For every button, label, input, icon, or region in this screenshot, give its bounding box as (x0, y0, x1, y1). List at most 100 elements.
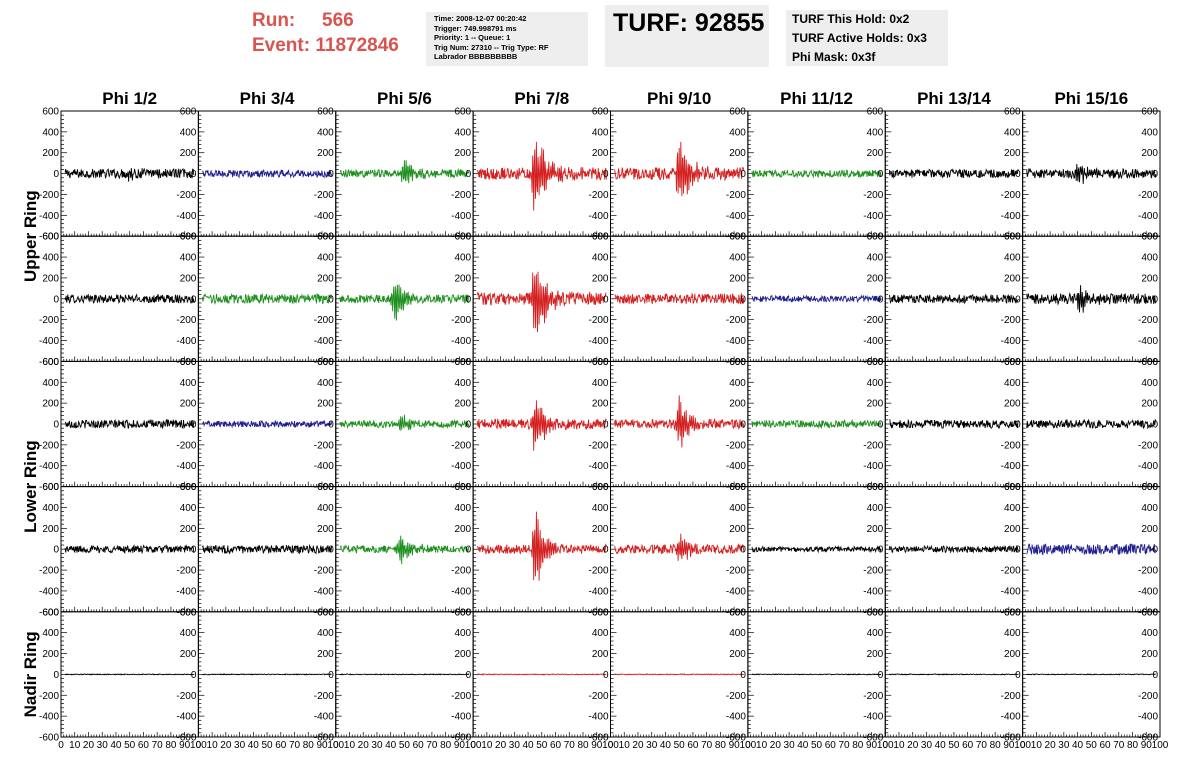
panel-r3-c8-ytick-label-400: 400 (1004, 378, 1021, 389)
panel-r4-c1-ytick-label-0: 0 (53, 545, 59, 556)
panel-c3-xtick-label-0: 0 (333, 740, 339, 751)
panel-c5-xtick-label-30: 30 (646, 740, 658, 751)
panel-r3-c6-ytick-label-0: 0 (740, 420, 746, 431)
panel-r5-c4-ytick-label-m400: -400 (451, 712, 471, 723)
panel-r2-right-ytick-label-m400: -400 (1138, 336, 1158, 347)
panel-r5-c8-ytick-label-0: 0 (1015, 670, 1021, 681)
panel-r3-c4-ytick-label-400: 400 (454, 378, 471, 389)
panel-r1-c1-ytick-label-m600: -600 (39, 232, 59, 243)
panel-r3-right-ytick-label-m400: -400 (1138, 461, 1158, 472)
panel-r1-c4-ytick-label-m400: -400 (451, 211, 471, 222)
column-header-phi-3-4: Phi 3/4 (240, 89, 295, 108)
panel-r5-c7-waveform (889, 673, 1019, 676)
panel-r2-c4-waveform (476, 271, 607, 333)
panel-r1-c2-waveform (202, 169, 333, 179)
panel-r5-c4-ytick-label-m200: -200 (451, 691, 471, 702)
panel-r3-c7-ytick-label-m600: -600 (863, 482, 883, 493)
panel-r2-c8-ytick-label-m400: -400 (1001, 336, 1021, 347)
panel-c4-xtick-label-70: 70 (564, 740, 576, 751)
trigger-info-box: Time: 2008-12-07 00:20:42 Trigger: 749.9… (426, 12, 588, 66)
panel-c8-xtick-label-100: 100 (1152, 740, 1169, 751)
panel-r4-c4-ytick-label-0: 0 (466, 545, 472, 556)
panel-c8-xtick-label-60: 60 (1099, 740, 1111, 751)
panel-r3-c8-ytick-label-m600: -600 (1001, 482, 1021, 493)
panel-r1-c5-ytick-label-0: 0 (603, 169, 609, 180)
panel-c2-xtick-label-100: 100 (327, 740, 344, 751)
panel-c3-xtick-label-90: 90 (454, 740, 466, 751)
panel-r3-c6-ytick-label-600: 600 (729, 357, 746, 368)
panel-r1-c5-ytick-label-m600: -600 (588, 232, 608, 243)
column-header-phi-1-2: Phi 1/2 (102, 89, 157, 108)
panel-r5-c4-ytick-label-0: 0 (466, 670, 472, 681)
panel-r1-c2-ytick-label-m600: -600 (176, 232, 196, 243)
panel-r5-c1-ytick-label-m200: -200 (39, 691, 59, 702)
panel-r5-c7-ytick-label-600: 600 (867, 607, 884, 618)
panel-r3-c1-ytick-label-600: 600 (42, 357, 59, 368)
panel-c2-xtick-label-80: 80 (303, 740, 315, 751)
panel-r3-c3-waveform (339, 414, 470, 432)
info-line-time: Time: 2008-12-07 00:20:42 (434, 14, 527, 23)
panel-r2-c5-ytick-label-400: 400 (592, 253, 609, 264)
panel-r2-c4-ytick-label-600: 600 (454, 232, 471, 243)
panel-r1-c8-ytick-label-0: 0 (1015, 169, 1021, 180)
panel-r2-c1-ytick-label-m200: -200 (39, 315, 59, 326)
panel-r1-c7-ytick-label-0: 0 (878, 169, 884, 180)
panel-r5-c3-ytick-label-0: 0 (328, 670, 334, 681)
panel-r5-c2-ytick-label-m600: -600 (176, 733, 196, 744)
panel-r5-right-ytick-label-m600: -600 (1138, 733, 1158, 744)
panel-r1-c8-ytick-label-m400: -400 (1001, 211, 1021, 222)
panel-r1-c7-ytick-label-400: 400 (867, 127, 884, 138)
panel-c1-xtick-label-0: 0 (58, 740, 64, 751)
panel-c4-xtick-label-0: 0 (470, 740, 476, 751)
panel-r1-c4-ytick-label-600: 600 (454, 107, 471, 118)
panel-r4-right-ytick-label-m400: -400 (1138, 586, 1158, 597)
panel-r2-c6-ytick-label-m200: -200 (726, 315, 746, 326)
panel-c6-xtick-label-40: 40 (797, 740, 809, 751)
panel-r5-c1-ytick-label-400: 400 (42, 628, 59, 639)
panel-c7-xtick-label-30: 30 (921, 740, 933, 751)
panel-c6-xtick-label-0: 0 (745, 740, 751, 751)
panel-c3-xtick-label-70: 70 (426, 740, 438, 751)
panel-r3-c8-ytick-label-0: 0 (1015, 420, 1021, 431)
panel-r5-c4-ytick-label-m600: -600 (451, 733, 471, 744)
panel-r5-c5-ytick-label-m400: -400 (588, 712, 608, 723)
panel-c3-xtick-label-20: 20 (358, 740, 370, 751)
turf-status-box: TURF This Hold: 0x2 TURF Active Holds: 0… (786, 10, 948, 66)
panel-r1-right-ytick-label-200: 200 (1141, 148, 1158, 159)
panel-c3-xtick-label-50: 50 (399, 740, 411, 751)
panel-r3-c6-ytick-label-m600: -600 (726, 482, 746, 493)
panel-r5-c8-ytick-label-400: 400 (1004, 628, 1021, 639)
panel-r1-c3-ytick-label-600: 600 (317, 107, 334, 118)
panel-r4-c5-ytick-label-m400: -400 (588, 586, 608, 597)
panel-r3-c2-ytick-label-600: 600 (180, 357, 197, 368)
panel-c1-xtick-label-10: 10 (69, 740, 81, 751)
panel-r2-c5-ytick-label-m200: -200 (588, 315, 608, 326)
info-line-labrador: Labrador BBBBBBBBB (434, 52, 518, 62)
panel-r5-c7-ytick-label-200: 200 (867, 649, 884, 660)
panel-r4-c8-waveform (1026, 543, 1157, 556)
panel-r1-c3-waveform (339, 160, 470, 184)
panel-r3-c2-ytick-label-m200: -200 (176, 440, 196, 451)
panel-r4-c2-ytick-label-m600: -600 (176, 607, 196, 618)
panel-r2-c1-ytick-label-m400: -400 (39, 336, 59, 347)
panel-r3-c1-ytick-label-m400: -400 (39, 461, 59, 472)
panel-r1-c2-ytick-label-600: 600 (180, 107, 197, 118)
panel-c6-xtick-label-60: 60 (825, 740, 837, 751)
panel-r2-right-ytick-label-m200: -200 (1138, 315, 1158, 326)
panel-r4-c4-ytick-label-400: 400 (454, 503, 471, 514)
panel-r1-c8-ytick-label-600: 600 (1004, 107, 1021, 118)
panel-r4-c6-ytick-label-600: 600 (729, 482, 746, 493)
panel-r2-c1-ytick-label-0: 0 (53, 294, 59, 305)
panel-r1-c2-ytick-label-m400: -400 (176, 211, 196, 222)
panel-r2-c4-ytick-label-0: 0 (466, 294, 472, 305)
panel-r5-c3-ytick-label-m600: -600 (314, 733, 334, 744)
panel-c1-xtick-label-80: 80 (165, 740, 177, 751)
panel-r4-c1-ytick-label-600: 600 (42, 482, 59, 493)
panel-r1-c2-ytick-label-200: 200 (180, 148, 197, 159)
panel-c7-xtick-label-40: 40 (935, 740, 947, 751)
panel-r1-right-ytick-label-m200: -200 (1138, 190, 1158, 201)
panel-r3-c2-waveform (202, 419, 333, 429)
panel-r4-c2-ytick-label-400: 400 (180, 503, 197, 514)
panel-r1-c8-waveform (1026, 163, 1157, 185)
panel-c3-xtick-label-30: 30 (371, 740, 383, 751)
